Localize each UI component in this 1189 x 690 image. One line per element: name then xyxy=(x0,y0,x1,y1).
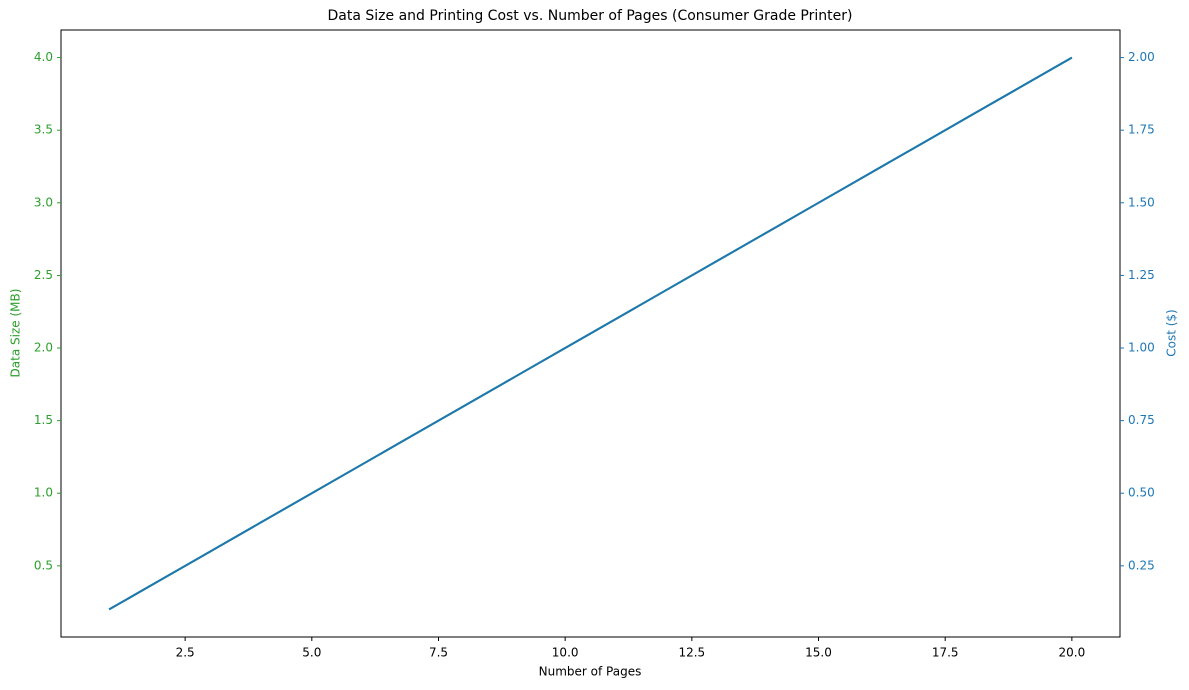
x-tick-label: 12.5 xyxy=(678,646,705,660)
chart-title: Data Size and Printing Cost vs. Number o… xyxy=(328,8,853,24)
x-tick-label: 7.5 xyxy=(429,646,448,660)
y2-tick-label: 2.00 xyxy=(1128,50,1155,64)
y2-tick-label: 0.75 xyxy=(1128,413,1155,427)
y-tick-label: 1.0 xyxy=(34,486,53,500)
y-tick-label: 2.5 xyxy=(34,268,53,282)
x-tick-label: 20.0 xyxy=(1059,646,1086,660)
y-tick-label: 0.5 xyxy=(34,558,53,572)
y-tick-label: 3.0 xyxy=(34,195,53,209)
data-line xyxy=(108,56,1073,611)
x-tick-label: 17.5 xyxy=(932,646,959,660)
y-tick-label: 1.5 xyxy=(34,413,53,427)
y-tick-label: 2.0 xyxy=(34,341,53,355)
y2-tick-label: 1.00 xyxy=(1128,341,1155,355)
y2-axis-label: Cost ($) xyxy=(1165,309,1179,357)
plot-frame xyxy=(60,29,1121,638)
y2-tick-label: 0.25 xyxy=(1128,558,1155,572)
y2-tick-label: 1.75 xyxy=(1128,123,1155,137)
y-tick-label: 4.0 xyxy=(34,50,53,64)
y-tick-label: 3.5 xyxy=(34,123,53,137)
x-tick-label: 15.0 xyxy=(805,646,832,660)
x-axis-label: Number of Pages xyxy=(539,665,642,679)
x-tick-label: 10.0 xyxy=(552,646,579,660)
y2-tick-label: 1.50 xyxy=(1128,195,1155,209)
y2-tick-label: 1.25 xyxy=(1128,268,1155,282)
y-axis-label: Data Size (MB) xyxy=(9,289,23,378)
x-tick-label: 2.5 xyxy=(176,646,195,660)
x-tick-label: 5.0 xyxy=(302,646,321,660)
y2-tick-label: 0.50 xyxy=(1128,486,1155,500)
